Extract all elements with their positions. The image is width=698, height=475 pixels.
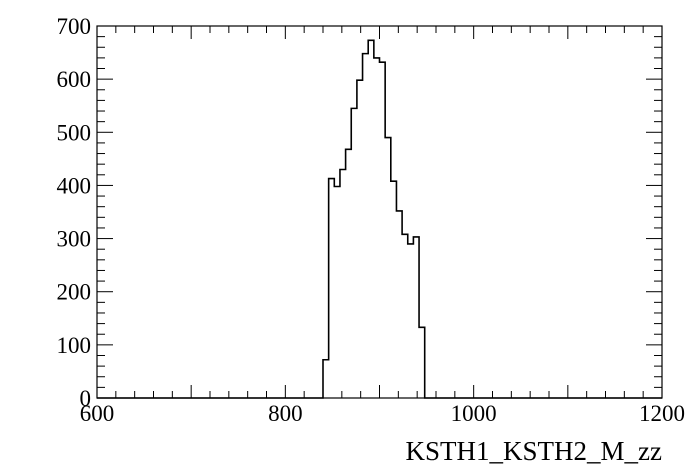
plot-frame <box>96 25 663 399</box>
y-tick-label: 300 <box>57 227 92 252</box>
histogram-series-line <box>97 39 662 399</box>
x-tick-label: 800 <box>268 401 303 426</box>
y-tick-label: 200 <box>57 280 92 305</box>
y-tick-label: 400 <box>57 173 92 198</box>
x-tick-label: 600 <box>80 401 115 426</box>
x-tick-label: 1200 <box>639 401 685 426</box>
axis-tick-labels: 600 800 1000 1200 0 100 200 300 400 500 600 700 <box>57 14 686 426</box>
y-tick-label: 100 <box>57 333 92 358</box>
y-tick-label: 600 <box>57 67 92 92</box>
y-tick-label: 500 <box>57 120 92 145</box>
y-tick-label: 700 <box>57 14 92 39</box>
axis-ticks <box>96 25 663 399</box>
y-tick-label: 0 <box>80 386 92 411</box>
x-tick-label: 1000 <box>451 401 497 426</box>
x-axis-label: KSTH1_KSTH2_M_zz <box>406 436 663 466</box>
